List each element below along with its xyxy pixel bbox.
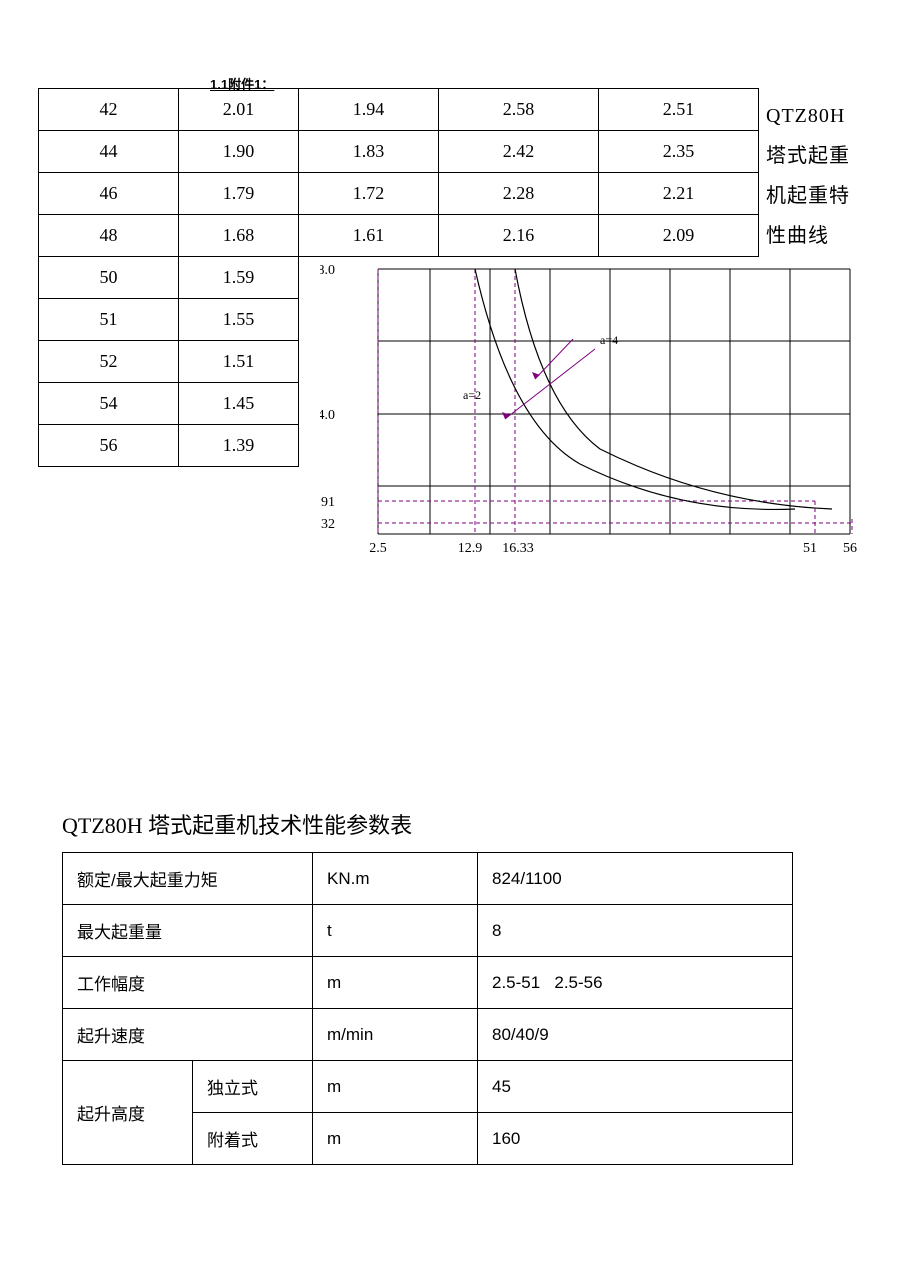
table-cell: 2.09 [599,215,759,257]
svg-text:1.91: 1.91 [320,495,335,510]
chart-title-text: QTZ80H 塔式起重 机起重特 性曲线 [766,96,896,256]
table-cell: 1.51 [179,341,299,383]
svg-text:a=2: a=2 [463,388,481,402]
table-cell: 52 [39,341,179,383]
param-value: 2.5-51 2.5-56 [478,957,793,1009]
table-cell: 2.42 [439,131,599,173]
table-cell: 1.59 [179,257,299,299]
param-table-title: QTZ80H 塔式起重机技术性能参数表 [62,808,412,840]
param-label: 起升速度 [63,1009,313,1061]
table-row: 481.681.612.162.09 [39,215,759,257]
svg-text:16.33: 16.33 [502,541,534,556]
table-cell: 48 [39,215,179,257]
table-cell: 1.39 [179,425,299,467]
table-cell: 2.28 [439,173,599,215]
table-cell: 56 [39,425,179,467]
svg-text:4.0: 4.0 [320,408,335,423]
table-cell: 51 [39,299,179,341]
svg-text:12.9: 12.9 [458,541,483,556]
chart-title-line: 性曲线 [766,216,896,256]
table-row: 起升高度独立式m45 [63,1061,793,1113]
param-sub-label: 附着式 [193,1113,313,1165]
svg-text:2.5: 2.5 [369,541,387,556]
param-unit: t [313,905,478,957]
table-row: 441.901.832.422.35 [39,131,759,173]
chart-title-line: QTZ80H [766,96,896,136]
svg-text:8.0: 8.0 [320,263,335,278]
table-cell: 50 [39,257,179,299]
table-cell: 2.58 [439,89,599,131]
table-cell: 1.83 [299,131,439,173]
param-label: 工作幅度 [63,957,313,1009]
table-cell: 2.51 [599,89,759,131]
svg-text:a=4: a=4 [600,333,618,347]
table-row: 起升速度m/min80/40/9 [63,1009,793,1061]
param-unit: m [313,1061,478,1113]
table-cell: 1.55 [179,299,299,341]
table-row: 工作幅度m2.5-51 2.5-56 [63,957,793,1009]
param-unit: m [313,1113,478,1165]
table-cell: 2.01 [179,89,299,131]
table-cell: 46 [39,173,179,215]
param-label: 额定/最大起重力矩 [63,853,313,905]
chart-title-line: 机起重特 [766,176,896,216]
table-cell: 2.35 [599,131,759,173]
param-sub-label: 独立式 [193,1061,313,1113]
table-cell: 2.21 [599,173,759,215]
table-row: 额定/最大起重力矩KN.m824/1100 [63,853,793,905]
table-cell: 54 [39,383,179,425]
table-cell: 1.68 [179,215,299,257]
table-cell: 44 [39,131,179,173]
param-value: 8 [478,905,793,957]
table-cell: 1.79 [179,173,299,215]
table-cell: 42 [39,89,179,131]
table-cell: 1.45 [179,383,299,425]
svg-text:51: 51 [803,541,817,556]
table-cell: 1.94 [299,89,439,131]
table-cell: 2.16 [439,215,599,257]
load-curve-chart: 8.0 4.0 1.91 1.32 2.5 12.9 16.33 51 56 a=2 a=4 [320,259,870,589]
table-row: 422.011.942.582.51 [39,89,759,131]
param-value: 160 [478,1113,793,1165]
param-unit: m/min [313,1009,478,1061]
chart-title-line: 塔式起重 [766,136,896,176]
table-cell: 1.90 [179,131,299,173]
svg-text:56: 56 [843,541,857,556]
param-group-label: 起升高度 [63,1061,193,1165]
param-unit: KN.m [313,853,478,905]
param-value: 45 [478,1061,793,1113]
svg-text:1.32: 1.32 [320,517,335,532]
table-cell: 1.72 [299,173,439,215]
param-spec-table: 额定/最大起重力矩KN.m824/1100最大起重量t8工作幅度m2.5-51 … [62,852,793,1165]
param-value: 824/1100 [478,853,793,905]
param-value: 80/40/9 [478,1009,793,1061]
table-row: 461.791.722.282.21 [39,173,759,215]
table-cell: 1.61 [299,215,439,257]
table-row: 最大起重量t8 [63,905,793,957]
param-label: 最大起重量 [63,905,313,957]
param-unit: m [313,957,478,1009]
